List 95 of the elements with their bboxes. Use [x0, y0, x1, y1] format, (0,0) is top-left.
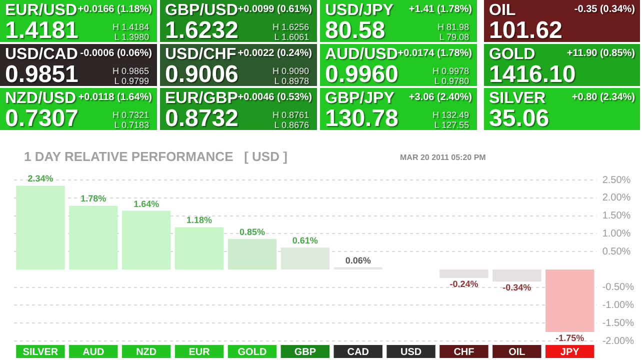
- x-tick-label: AUD: [82, 346, 104, 358]
- text: H 0.7321: [112, 110, 149, 120]
- category-label: GBP/USD: [165, 2, 238, 20]
- text: 0.9851: [5, 61, 78, 88]
- text: -0.0006 (0.06%): [80, 48, 152, 59]
- category-label: EUR/USD: [5, 2, 78, 20]
- data-label: 0.61%: [292, 236, 318, 246]
- text: 0.7307: [5, 105, 78, 132]
- y-tick-label: 2.50%: [602, 174, 631, 186]
- bar: [122, 210, 171, 270]
- data-label: 1.78%: [80, 194, 106, 204]
- data-label: 0.85%: [239, 227, 265, 238]
- text: +0.0118 (1.64%): [78, 92, 152, 103]
- x-tick-label: CAD: [347, 346, 369, 358]
- x-tick-label: GBP: [294, 346, 316, 358]
- text: 1.4181: [5, 17, 78, 44]
- y-tick-label: -1.00%: [602, 300, 634, 311]
- text: H 1.6256: [272, 22, 309, 32]
- y-tick-label: -1.50%: [602, 318, 634, 329]
- bar: [228, 239, 277, 270]
- text: +0.0022 (0.24%): [238, 48, 312, 59]
- category-label: USD/CAD: [5, 46, 78, 64]
- x-tick-label: NZD: [136, 346, 157, 358]
- category-label: OIL: [489, 2, 516, 20]
- x-tick-label: CHF: [454, 346, 474, 358]
- data-label: -0.34%: [502, 282, 532, 293]
- text: +3.06 (2.40%): [408, 92, 472, 103]
- text: L 0.8676: [273, 120, 309, 130]
- x-tick-label: EUR: [188, 346, 211, 358]
- text: +0.0166 (1.18%): [78, 4, 152, 15]
- text: H 0.8761: [272, 110, 309, 120]
- data-label: 2.34%: [28, 174, 54, 184]
- y-tick-label: 0.50%: [602, 246, 631, 258]
- bar: [280, 248, 330, 270]
- category-label: USD/JPY: [325, 2, 394, 20]
- category-label: GBP/JPY: [325, 90, 394, 108]
- text: 101.62: [489, 17, 562, 44]
- y-tick-label: 1.50%: [602, 210, 631, 222]
- text: L 0.8978: [273, 76, 309, 86]
- text: 130.78: [325, 105, 398, 132]
- text: 1416.10: [489, 61, 576, 88]
- y-tick-label: 2.00%: [602, 192, 631, 204]
- text: L 0.9799: [113, 76, 149, 86]
- bar: [492, 269, 542, 282]
- text: L 1.3980: [113, 32, 149, 42]
- bar: [545, 269, 594, 332]
- bar: [69, 206, 118, 270]
- text: +0.0099 (0.61%): [238, 4, 312, 15]
- text: +0.0046 (0.53%): [238, 92, 312, 103]
- text: 35.06: [489, 105, 550, 132]
- bar: [440, 269, 488, 278]
- text: 80.58: [325, 17, 386, 44]
- text: H 0.9978: [432, 66, 469, 76]
- text: H 132.49: [432, 110, 469, 120]
- text: L 79.08: [438, 32, 469, 42]
- text: +0.0174 (1.78%): [398, 48, 472, 59]
- y-tick-label: -2.00%: [602, 336, 634, 347]
- text: L 127.55: [433, 120, 469, 130]
- text: L 0.9780: [433, 76, 469, 86]
- data-label: -0.24%: [450, 279, 478, 290]
- x-tick-label: GOLD: [238, 346, 267, 358]
- bar: [16, 186, 65, 270]
- category-label: GOLD: [489, 46, 536, 64]
- text: MAR 20 2011 05:20 PM: [400, 153, 486, 162]
- category-label: USD/CHF: [165, 46, 236, 64]
- category-label: AUD/USD: [325, 46, 398, 64]
- text: H 0.9090: [272, 66, 309, 76]
- category-label: SILVER: [489, 90, 546, 108]
- data-label: -1.75%: [556, 333, 584, 344]
- text: -0.35 (0.34%): [574, 4, 635, 15]
- y-tick-label: 1.00%: [602, 228, 631, 240]
- text: H 1.4184: [112, 22, 149, 32]
- data-label: 1.18%: [186, 215, 212, 226]
- text: +1.41 (1.78%): [408, 4, 472, 15]
- text: 0.8732: [165, 105, 238, 132]
- chart-title: 1 DAY RELATIVE PERFORMANCE [ USD ]: [24, 149, 288, 164]
- text: L 0.7183: [113, 120, 149, 130]
- x-tick-label: SILVER: [22, 346, 59, 358]
- text: 0.9006: [165, 61, 238, 88]
- text: +0.80 (2.34%): [572, 92, 635, 103]
- data-label: 0.06%: [345, 255, 371, 266]
- x-tick-label: USD: [400, 346, 422, 358]
- y-tick-label: -0.50%: [602, 282, 634, 294]
- category-label: EUR/GBP: [165, 90, 238, 108]
- text: +11.90 (0.85%): [566, 48, 635, 59]
- text: 1.6232: [165, 17, 238, 44]
- x-tick-label: JPY: [560, 346, 580, 358]
- category-label: NZD/USD: [5, 90, 76, 108]
- data-label: 1.64%: [134, 198, 160, 209]
- text: H 81.98: [437, 22, 469, 32]
- x-tick-label: OIL: [508, 346, 526, 358]
- bar: [174, 227, 224, 270]
- text: H 0.9865: [112, 66, 149, 76]
- text: 0.9960: [325, 61, 398, 88]
- text: L 1.6061: [273, 32, 309, 42]
